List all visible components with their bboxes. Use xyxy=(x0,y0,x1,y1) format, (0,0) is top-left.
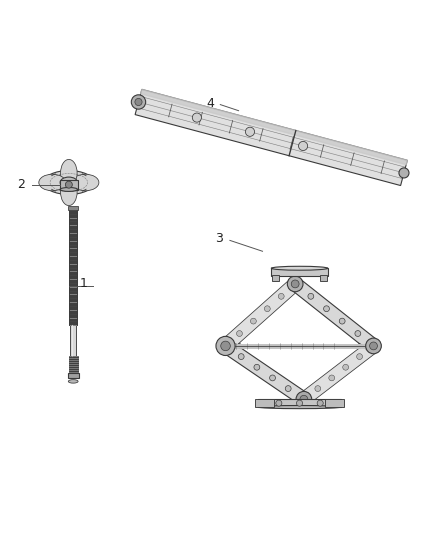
Text: 3: 3 xyxy=(215,232,223,245)
Circle shape xyxy=(343,365,349,370)
Circle shape xyxy=(245,127,254,136)
Ellipse shape xyxy=(68,379,78,383)
Polygon shape xyxy=(300,341,378,405)
Circle shape xyxy=(299,141,307,150)
Circle shape xyxy=(291,280,299,288)
Circle shape xyxy=(251,318,256,324)
Bar xyxy=(69,210,77,325)
Polygon shape xyxy=(221,279,300,351)
Circle shape xyxy=(355,330,361,336)
Bar xyxy=(60,180,78,190)
Bar xyxy=(69,356,78,372)
Circle shape xyxy=(300,395,308,403)
Circle shape xyxy=(221,341,230,351)
Bar xyxy=(68,206,78,210)
Ellipse shape xyxy=(60,188,78,191)
Ellipse shape xyxy=(271,266,328,270)
Circle shape xyxy=(297,400,303,406)
Circle shape xyxy=(135,99,142,106)
Circle shape xyxy=(270,375,276,381)
Bar xyxy=(271,268,328,276)
Circle shape xyxy=(285,386,291,392)
Circle shape xyxy=(357,354,363,360)
Circle shape xyxy=(317,400,323,406)
Circle shape xyxy=(296,391,312,407)
Ellipse shape xyxy=(44,171,94,195)
Circle shape xyxy=(315,386,321,392)
Ellipse shape xyxy=(39,174,66,191)
Text: 1: 1 xyxy=(80,277,88,290)
Circle shape xyxy=(216,336,235,356)
Circle shape xyxy=(399,168,409,178)
Ellipse shape xyxy=(72,174,99,191)
Polygon shape xyxy=(291,278,378,351)
Circle shape xyxy=(278,293,284,299)
Circle shape xyxy=(339,318,345,324)
Circle shape xyxy=(366,338,381,354)
Bar xyxy=(68,373,79,378)
Bar xyxy=(255,399,274,407)
Circle shape xyxy=(238,354,244,360)
Circle shape xyxy=(131,95,146,109)
Circle shape xyxy=(308,293,314,299)
Circle shape xyxy=(265,306,270,312)
Circle shape xyxy=(329,375,335,381)
Text: 2: 2 xyxy=(17,178,25,191)
Ellipse shape xyxy=(258,406,341,409)
Polygon shape xyxy=(222,340,308,405)
Bar xyxy=(258,399,341,407)
Bar xyxy=(71,325,76,356)
Circle shape xyxy=(192,113,201,122)
Circle shape xyxy=(65,181,72,188)
Bar xyxy=(272,275,279,281)
Bar xyxy=(320,275,327,281)
Circle shape xyxy=(276,400,282,406)
Circle shape xyxy=(324,306,329,312)
Polygon shape xyxy=(135,90,407,185)
Ellipse shape xyxy=(60,177,78,188)
Ellipse shape xyxy=(60,159,77,187)
Ellipse shape xyxy=(60,179,77,206)
Polygon shape xyxy=(141,90,407,165)
Bar xyxy=(325,399,344,407)
Text: 4: 4 xyxy=(206,97,214,110)
Circle shape xyxy=(370,342,378,350)
Circle shape xyxy=(254,365,260,370)
Circle shape xyxy=(287,276,303,292)
Circle shape xyxy=(237,330,242,336)
